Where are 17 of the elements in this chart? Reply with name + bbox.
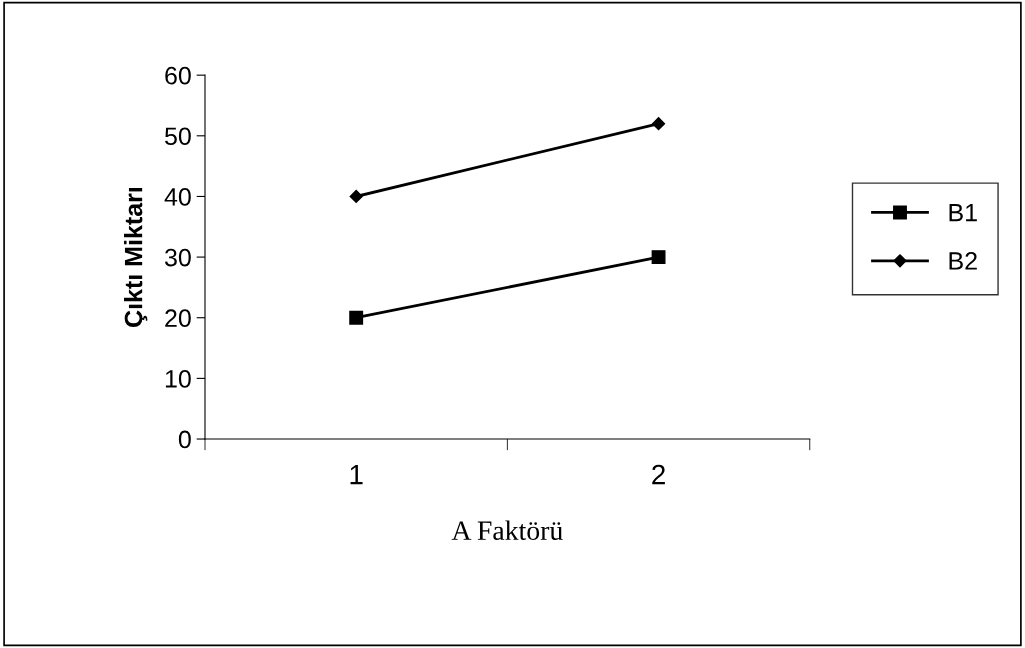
y-tick-label: 0: [178, 430, 191, 449]
x-tick-label: 2: [652, 464, 665, 485]
y-tick-label: 30: [164, 248, 191, 267]
legend-label: B1: [949, 204, 977, 222]
point: [651, 250, 666, 265]
x-tick-label: 1: [350, 465, 363, 485]
y-tick-label: 60: [165, 66, 191, 85]
y-tick-label: 20: [165, 309, 191, 328]
y-tick-label: 10: [165, 369, 191, 388]
y-tick-label: 50: [165, 127, 191, 146]
point: [349, 189, 363, 204]
legend-label: B2: [949, 252, 977, 270]
x-axis-title: A Faktörü: [451, 520, 563, 541]
y-tick-label: 40: [164, 188, 191, 206]
point: [349, 310, 364, 325]
point: [651, 117, 666, 131]
y-axis-title: Çıktı Miktarı: [124, 187, 148, 327]
